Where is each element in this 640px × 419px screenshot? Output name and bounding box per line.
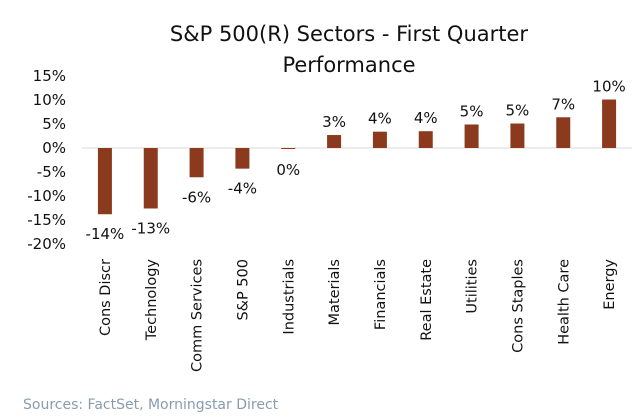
category-label: Health Care (556, 259, 572, 345)
bar-comm-services (189, 148, 204, 178)
bar-materials (327, 135, 342, 148)
bar-financials (372, 131, 387, 148)
category-label: Comm Services (190, 259, 206, 372)
data-label: -4% (228, 180, 257, 198)
y-axis: 15% 10% 5% 0% -5% -10% -15% -20% (27, 67, 66, 253)
data-label: 4% (414, 109, 438, 127)
data-label: 3% (322, 113, 346, 131)
data-label: 4% (368, 110, 392, 128)
y-tick-label: -20% (27, 235, 66, 253)
data-labels: -14% -13% -6% -4% 0% 3% 4% 4% 5% 5% 7% 10% (86, 78, 626, 244)
category-label: Energy (602, 259, 618, 310)
y-tick-label: 0% (42, 139, 66, 157)
bar-cons-discr (97, 148, 112, 215)
data-label: -6% (182, 188, 211, 206)
category-label: S&P 500 (235, 259, 251, 321)
data-label: 5% (506, 102, 530, 120)
y-tick-label: -10% (27, 187, 66, 205)
y-tick-label: -5% (37, 163, 66, 181)
source-note: Sources: FactSet, Morningstar Direct (23, 397, 279, 413)
category-label: Cons Discr (98, 259, 114, 336)
bar-industrials (281, 148, 296, 149)
category-label: Industrials (281, 259, 297, 335)
data-label: 0% (276, 161, 300, 179)
category-label: Real Estate (419, 259, 435, 341)
data-label: 7% (551, 95, 575, 113)
category-label: Financials (373, 259, 389, 330)
y-tick-label: 15% (33, 67, 66, 85)
y-tick-label: 5% (42, 115, 66, 133)
category-label: Cons Staples (510, 259, 526, 353)
bar-technology (143, 148, 158, 209)
bar-series (97, 99, 617, 215)
data-label: -14% (86, 225, 125, 243)
category-label: Technology (144, 259, 160, 342)
bar-utilities (464, 124, 479, 148)
data-label: -13% (131, 219, 170, 237)
bar-health-care (556, 117, 571, 148)
bar-energy (602, 99, 617, 148)
y-tick-label: 10% (33, 91, 66, 109)
data-label: 10% (592, 78, 625, 96)
chart-title-line-1: S&P 500(R) Sectors - First Quarter (170, 22, 529, 46)
bar-s-p-500 (235, 148, 250, 169)
bar-real-estate (418, 131, 433, 148)
bar-cons-staples (510, 123, 525, 148)
x-axis-categories: Cons Discr Technology Comm Services S&P 500… (98, 259, 618, 372)
chart-title-line-2: Performance (282, 53, 415, 77)
category-label: Utilities (465, 259, 481, 314)
data-label: 5% (460, 102, 484, 120)
category-label: Materials (327, 259, 343, 325)
y-tick-label: -15% (27, 211, 66, 229)
